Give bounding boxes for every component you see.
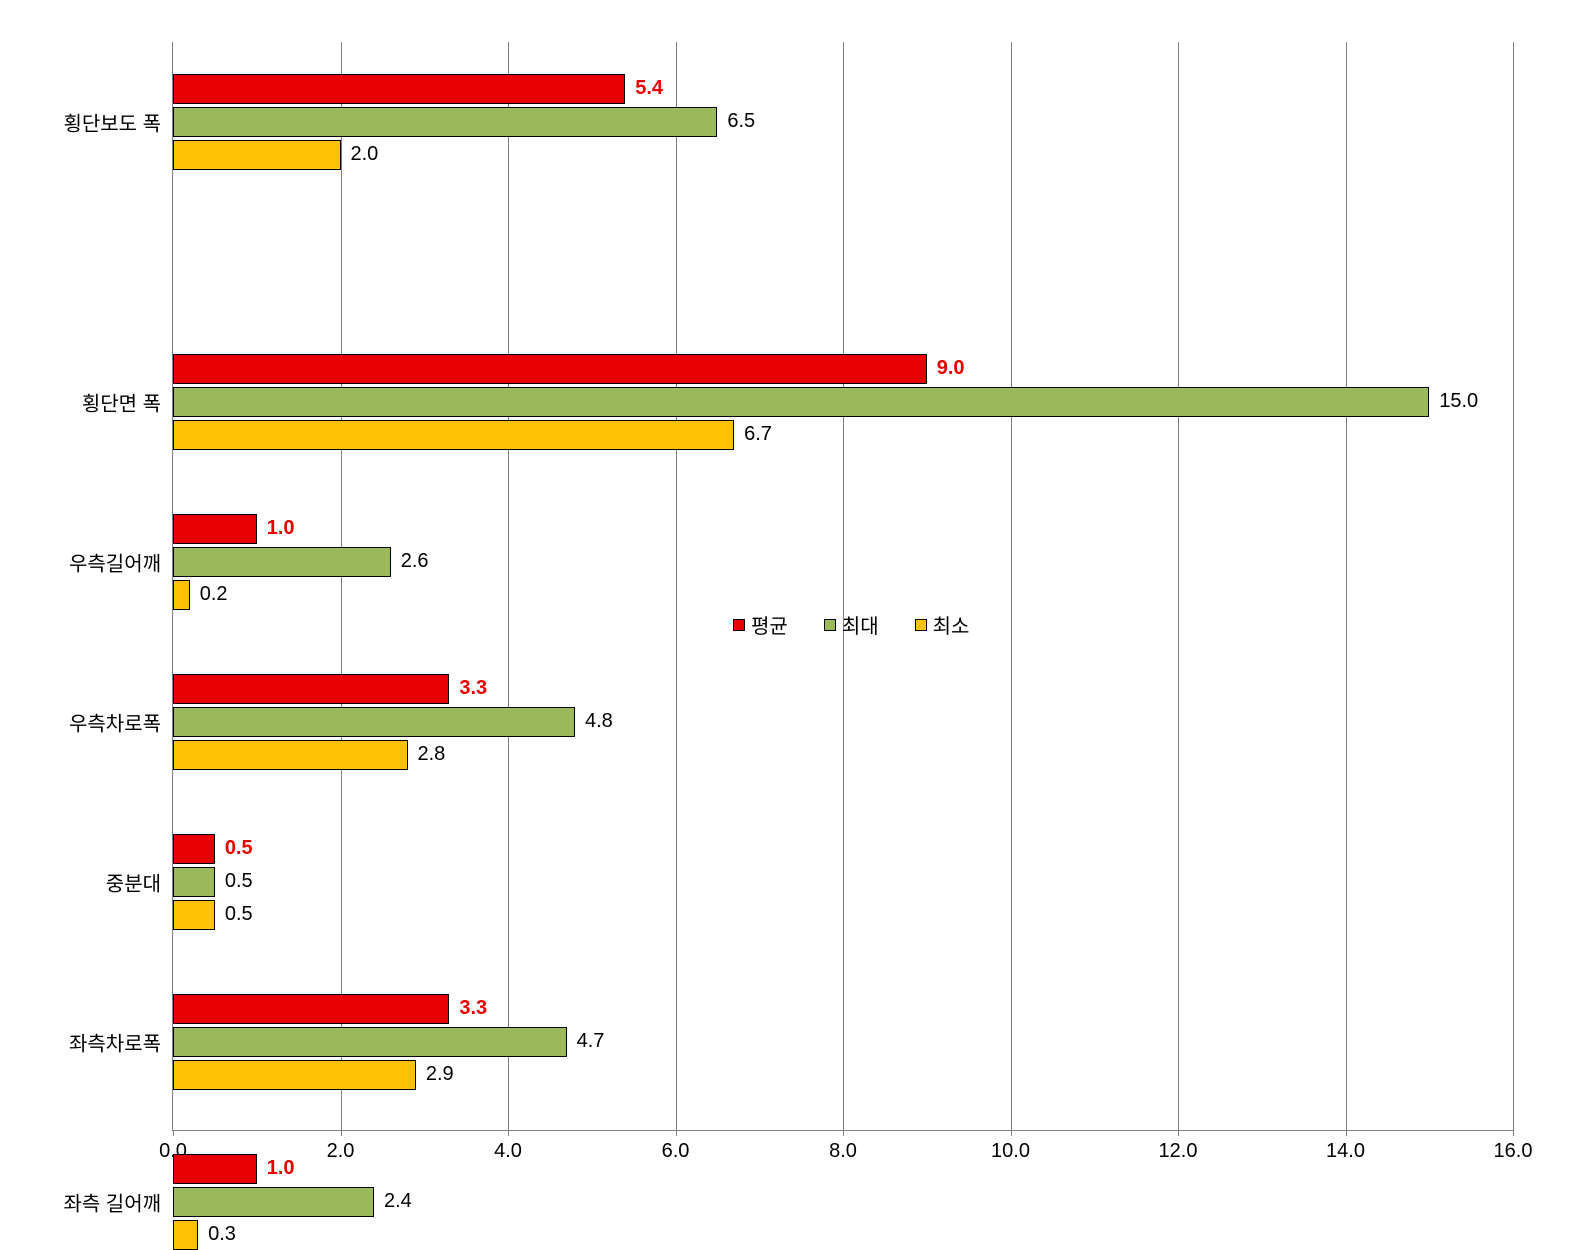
bar-value-label: 3.3 [459, 997, 487, 1020]
bar-value-label: 2.8 [418, 743, 446, 766]
bar-min [173, 740, 408, 770]
legend-item: 평균 [733, 610, 788, 639]
bar-value-label: 1.0 [267, 517, 295, 540]
category-label: 횡단보도 폭 [63, 108, 161, 137]
x-axis-label: 8.0 [829, 1140, 857, 1163]
x-tick [508, 1130, 509, 1136]
bar-avg [173, 994, 449, 1024]
category-label: 횡단면 폭 [82, 388, 161, 417]
bar-min [173, 1220, 198, 1250]
bar-min [173, 580, 190, 610]
x-tick [843, 1130, 844, 1136]
bar-value-label: 6.5 [727, 110, 755, 133]
bar-value-label: 6.7 [744, 423, 772, 446]
x-tick [1513, 1130, 1514, 1136]
bar-max [173, 387, 1429, 417]
legend-label: 평균 [751, 610, 788, 639]
gridline [1346, 42, 1347, 1130]
bar-value-label: 0.3 [208, 1223, 236, 1246]
x-tick [1346, 1130, 1347, 1136]
bar-avg [173, 74, 625, 104]
bar-avg [173, 514, 257, 544]
gridline [341, 42, 342, 1130]
bar-value-label: 9.0 [937, 357, 965, 380]
legend-swatch [915, 619, 927, 631]
bar-max [173, 107, 717, 137]
legend-swatch [824, 619, 836, 631]
x-axis-label: 4.0 [494, 1140, 522, 1163]
bar-max [173, 547, 391, 577]
legend-item: 최소 [915, 610, 970, 639]
bar-min [173, 140, 341, 170]
bar-value-label: 0.5 [225, 870, 253, 893]
x-axis-label: 6.0 [662, 1140, 690, 1163]
legend-label: 최소 [933, 610, 970, 639]
legend-item: 최대 [824, 610, 879, 639]
gridline [1011, 42, 1012, 1130]
gridline [508, 42, 509, 1130]
x-tick [1178, 1130, 1179, 1136]
gridline [1178, 42, 1179, 1130]
bar-value-label: 0.5 [225, 903, 253, 926]
category-label: 우측차로폭 [69, 708, 161, 737]
x-axis-label: 16.0 [1494, 1140, 1533, 1163]
category-label: 좌측차로폭 [69, 1028, 161, 1057]
bar-value-label: 2.4 [384, 1190, 412, 1213]
bar-max [173, 1187, 374, 1217]
bar-max [173, 1027, 567, 1057]
bar-avg [173, 834, 215, 864]
bar-value-label: 5.4 [635, 77, 663, 100]
bar-value-label: 4.7 [577, 1030, 605, 1053]
bar-max [173, 707, 575, 737]
plot-area: 0.02.04.06.08.010.012.014.016.0횡단보도 폭5.4… [172, 42, 1513, 1131]
bar-value-label: 4.8 [585, 710, 613, 733]
x-axis-label: 2.0 [327, 1140, 355, 1163]
bar-max [173, 867, 215, 897]
x-axis-label: 12.0 [1159, 1140, 1198, 1163]
gridline [676, 42, 677, 1130]
bar-value-label: 1.0 [267, 1157, 295, 1180]
bar-avg [173, 354, 927, 384]
bar-value-label: 0.2 [200, 583, 228, 606]
x-tick [173, 1130, 174, 1136]
legend: 평균 최대 최소 [733, 610, 969, 639]
bar-value-label: 2.6 [401, 550, 429, 573]
chart-container: 0.02.04.06.08.010.012.014.016.0횡단보도 폭5.4… [20, 20, 1563, 1164]
bar-value-label: 3.3 [459, 677, 487, 700]
x-tick [341, 1130, 342, 1136]
bar-value-label: 2.0 [351, 143, 379, 166]
x-axis-label: 14.0 [1326, 1140, 1365, 1163]
gridline [1513, 42, 1514, 1130]
category-label: 중분대 [106, 868, 161, 897]
bar-value-label: 15.0 [1439, 390, 1478, 413]
bar-value-label: 0.5 [225, 837, 253, 860]
bar-avg [173, 674, 449, 704]
category-label: 우측길어깨 [69, 548, 161, 577]
bar-min [173, 420, 734, 450]
category-label: 좌측 길어깨 [63, 1188, 161, 1217]
x-tick [676, 1130, 677, 1136]
bar-value-label: 2.9 [426, 1063, 454, 1086]
legend-swatch [733, 619, 745, 631]
bar-avg [173, 1154, 257, 1184]
x-axis-label: 10.0 [991, 1140, 1030, 1163]
legend-label: 최대 [842, 610, 879, 639]
x-tick [1011, 1130, 1012, 1136]
bar-min [173, 900, 215, 930]
bar-min [173, 1060, 416, 1090]
gridline [843, 42, 844, 1130]
